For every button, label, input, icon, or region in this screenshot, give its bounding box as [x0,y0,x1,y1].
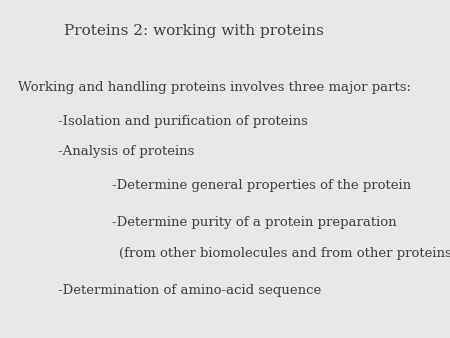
Text: (from other biomolecules and from other proteins): (from other biomolecules and from other … [119,247,450,260]
Text: Working and handling proteins involves three major parts:: Working and handling proteins involves t… [18,81,411,94]
Text: -Determine purity of a protein preparation: -Determine purity of a protein preparati… [112,216,397,229]
Text: -Isolation and purification of proteins: -Isolation and purification of proteins [58,115,308,128]
Text: Proteins 2: working with proteins: Proteins 2: working with proteins [63,24,324,38]
Text: -Determine general properties of the protein: -Determine general properties of the pro… [112,179,412,192]
Text: -Analysis of proteins: -Analysis of proteins [58,145,195,158]
Text: -Determination of amino-acid sequence: -Determination of amino-acid sequence [58,284,322,297]
